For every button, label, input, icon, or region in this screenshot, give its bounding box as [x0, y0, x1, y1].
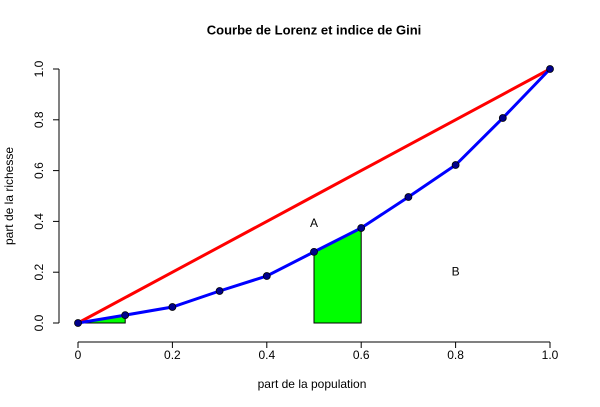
chart-title: Courbe de Lorenz et indice de Gini — [207, 22, 422, 37]
point — [357, 224, 366, 232]
y-axis-label: part de la richesse — [2, 147, 16, 245]
shaded-area — [313, 227, 362, 324]
point — [451, 161, 460, 169]
point — [310, 247, 318, 256]
y-tick-label: 0.2 — [32, 264, 46, 281]
y-tick-label: 0.8 — [32, 111, 46, 128]
x-axis-label: part de la population — [258, 377, 367, 391]
point — [498, 114, 507, 122]
point — [121, 311, 130, 320]
y-tick-label: 0.0 — [32, 314, 46, 331]
point — [546, 65, 554, 73]
y-tick-label: 0.4 — [32, 213, 46, 230]
x-tick-label: 1.0 — [542, 348, 559, 362]
point — [404, 193, 413, 201]
x-tick-label: 0 — [75, 348, 82, 362]
y-tick-label: 0.6 — [32, 162, 46, 179]
point — [262, 272, 271, 280]
x-tick-label: 0.2 — [164, 348, 181, 362]
x-tick-label: 0.4 — [258, 348, 275, 362]
point — [215, 287, 224, 295]
series-line — [77, 67, 551, 325]
point — [74, 319, 82, 327]
annotation: A — [310, 216, 318, 230]
annotation: B — [452, 264, 460, 278]
x-tick-label: 0.8 — [447, 348, 464, 362]
x-tick-label: 0.6 — [353, 348, 370, 362]
y-tick-label: 1.0 — [32, 60, 46, 77]
point — [168, 303, 177, 311]
